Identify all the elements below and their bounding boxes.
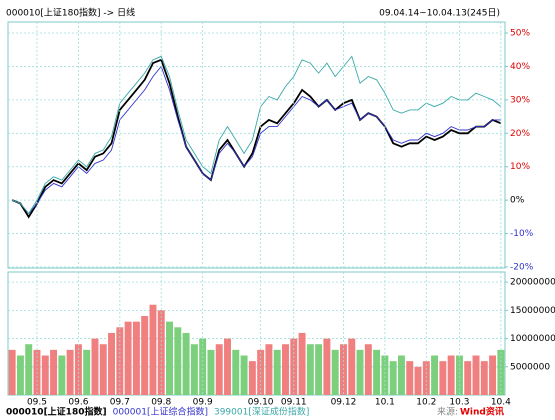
volume-bar [489,355,497,395]
volume-bar [182,332,190,395]
volume-bar [373,349,381,395]
volume-bar [91,338,99,395]
header-right: 09.04.14~10.04.13(245日) [379,8,500,19]
volume-bar [232,349,240,395]
volume-bar [348,338,356,395]
price-line [11,65,501,215]
volume-bar [422,361,430,395]
volume-bar [66,349,74,395]
volume-bar [224,338,231,395]
volume-bar [298,332,306,395]
volume-bar [215,344,223,395]
volume-bar [389,361,397,395]
y-tick-label: 15000000 [510,306,555,316]
y-tick-label: -10% [510,229,534,239]
x-tick-label: 09.12 [331,398,357,408]
volume-bar [356,349,364,395]
volume-bar [50,349,58,395]
legend-entry: 000010[上证180指数] [6,406,107,418]
volume-bar [58,355,66,395]
x-tick-label: 10.4 [491,398,511,408]
volume-bar [166,321,174,395]
y-tick-label: 5000000 [510,362,550,372]
source-label: 来源: [437,407,458,418]
y-tick-label: 10000000 [510,334,555,344]
price-line [11,58,502,219]
volume-bar [315,344,323,395]
x-tick-label: 10.1 [375,398,395,408]
x-tick-label: 09.10 [248,398,274,408]
volume-bar [414,366,422,395]
volume-bar [265,344,273,395]
x-tick-label: 10.3 [449,398,469,408]
x-tick-label: 10.2 [416,398,436,408]
volume-bar [174,327,182,395]
x-tick-label: 09.8 [151,398,171,408]
x-tick-label: 09.6 [68,398,88,408]
volume-bar [273,349,281,395]
volume-bar [83,349,91,395]
header-left: 000010[上证180指数] -> 日线 [6,7,135,19]
volume-bar [108,332,116,395]
volume-bar [240,355,248,395]
volume-bar [141,316,149,395]
volume-bar [464,361,472,395]
volume-bar [199,338,207,395]
volume-bar [8,349,16,395]
volume-frame [7,271,506,396]
y-tick-label: 40% [510,62,530,72]
volume-bar [447,355,455,395]
volume-bar [16,355,24,395]
source-brand: Wind资讯 [460,406,504,418]
x-tick-label: 09.9 [193,398,213,408]
volume-bar [290,338,298,395]
y-tick-label: 50% [510,29,530,39]
volume-bar [364,344,372,395]
x-tick-label: 09.5 [27,398,47,408]
price-line [11,55,502,215]
y-tick-label: -20% [510,262,534,272]
volume-bar [124,321,132,395]
y-tick-label: 30% [510,95,530,105]
volume-bar [397,355,405,395]
x-tick-label: 09.11 [281,398,307,408]
volume-bar [431,355,439,395]
volume-bar [323,338,331,395]
x-tick-label: 09.7 [110,398,130,408]
volume-bar [439,361,447,395]
volume-bar [331,349,339,395]
volume-bar [406,361,414,395]
volume-bar [132,321,140,395]
volume-bar [190,344,198,395]
y-tick-label: 10% [510,162,530,172]
volume-bar [480,361,488,395]
price-frame [7,21,506,269]
y-tick-label: 20% [510,129,530,139]
volume-bar [99,344,107,395]
y-tick-label: 20000000 [510,278,555,288]
volume-bar [472,355,480,395]
volume-bar [306,344,314,395]
y-tick-label: 0% [510,196,525,206]
volume-bar [207,349,215,395]
volume-bar [41,355,49,395]
legend-entry: 000001[上证综合指数] [113,406,208,418]
legend-entry: 399001[深证成份指数] [214,406,309,418]
volume-bar [149,304,157,395]
volume-bar [25,344,33,395]
volume-bar [381,355,389,395]
volume-bar [455,355,463,395]
volume-bar [282,344,289,395]
volume-bar [248,361,256,395]
